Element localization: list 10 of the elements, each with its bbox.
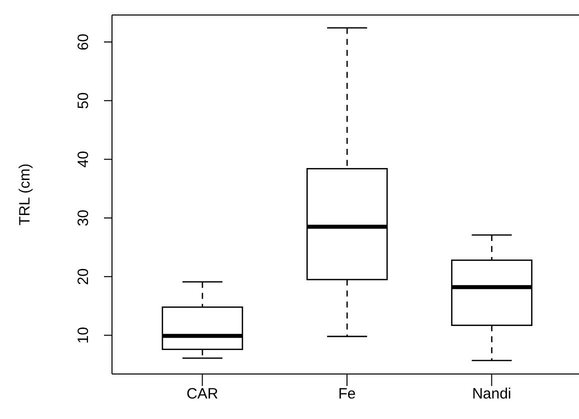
y-axis-title: TRL (cm) (16, 164, 34, 226)
y-tick-label: 40 (75, 150, 92, 168)
y-tick-label: 10 (75, 326, 92, 344)
x-tick-label: Fe (338, 386, 356, 403)
x-tick-label: Nandi (472, 386, 512, 403)
x-tick-label: CAR (186, 386, 218, 403)
y-tick-label: 30 (75, 210, 92, 226)
y-tick-label: 50 (75, 92, 92, 109)
y-tick-label: 20 (75, 268, 92, 285)
y-tick-label: 60 (75, 34, 92, 50)
